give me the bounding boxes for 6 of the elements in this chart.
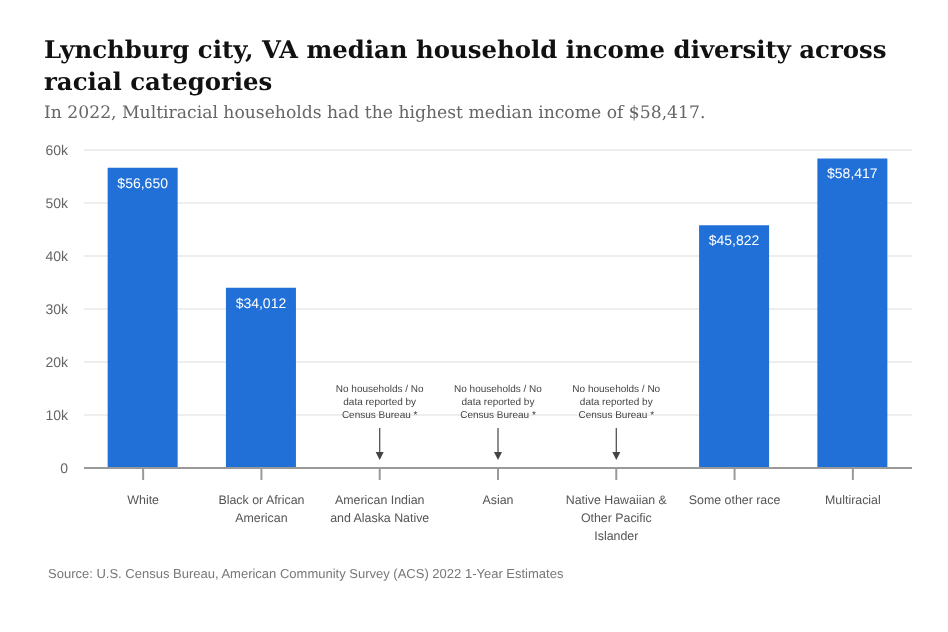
bar [817, 158, 888, 468]
bar [107, 167, 178, 468]
chart-title: Lynchburg city, VA median household income diversity across racial categories [44, 34, 889, 98]
bar [699, 225, 770, 468]
bar [225, 287, 296, 468]
chart-subtitle: In 2022, Multiracial households had the highest median income of $58,417. [44, 104, 708, 124]
